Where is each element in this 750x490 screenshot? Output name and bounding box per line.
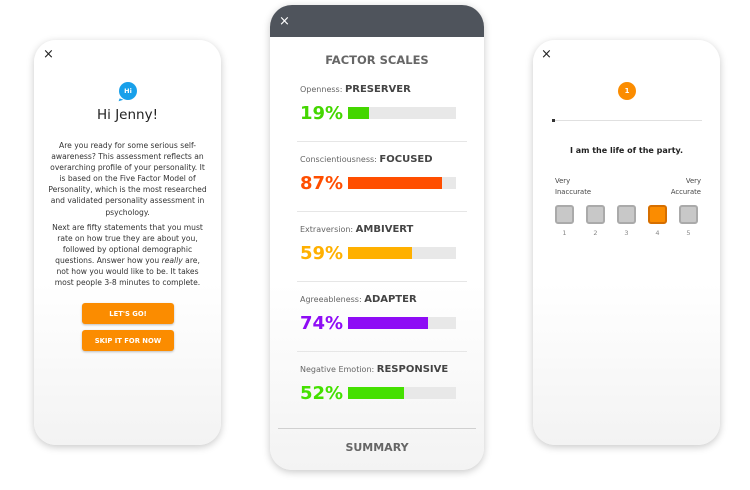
answer-option-1[interactable] (555, 205, 574, 224)
factor-bar (348, 317, 456, 329)
header-bar (270, 5, 484, 37)
right-anchor-label: Very Accurate (670, 177, 701, 196)
answer-option-number: 4 (655, 229, 660, 237)
lets-go-button[interactable]: LET'S GO! (82, 303, 174, 324)
factor-bar (348, 387, 456, 399)
answer-option-2[interactable] (586, 205, 605, 224)
factor-name: Extraversion: (300, 225, 354, 234)
skip-button[interactable]: SKIP IT FOR NOW (82, 330, 174, 351)
factor-type: ADAPTER (364, 294, 417, 305)
intro-screen: × Hi Hi Jenny! Are you ready for some se… (34, 40, 221, 445)
factor-label: Conscientiousness: FOCUSED (300, 154, 433, 165)
divider (297, 141, 467, 142)
factor-bar (348, 107, 456, 119)
left-anchor-label: Very Inaccurate (555, 177, 592, 196)
factor-name: Agreeableness: (300, 295, 362, 304)
factor-bar (348, 247, 456, 259)
page-title: FACTOR SCALES (325, 53, 429, 67)
results-screen: × FACTOR SCALES Openness: PRESERVER 19% … (270, 5, 484, 470)
answer-option-number: 1 (562, 229, 567, 237)
question-number-badge: 1 (618, 82, 636, 100)
answer-option-3[interactable] (617, 205, 636, 224)
factor-row: Negative Emotion: RESPONSIVE 52% (300, 364, 460, 434)
factor-bar-fill (348, 317, 428, 329)
factor-bar-fill (348, 107, 369, 119)
intro-paragraph-1: Are you ready for some serious self-awar… (48, 141, 207, 217)
factor-bar (348, 177, 456, 189)
factor-label: Negative Emotion: RESPONSIVE (300, 364, 448, 375)
summary-tab[interactable]: SUMMARY (278, 428, 476, 454)
factor-percent: 59% (300, 243, 344, 264)
factor-bar-fill (348, 177, 442, 189)
progress-fill (552, 119, 555, 122)
close-icon[interactable]: × (541, 47, 552, 62)
close-icon[interactable]: × (279, 14, 290, 29)
divider (297, 281, 467, 282)
factor-label: Extraversion: AMBIVERT (300, 224, 413, 235)
answer-option-4[interactable] (648, 205, 667, 224)
factor-name: Conscientiousness: (300, 155, 377, 164)
factor-bar-fill (348, 247, 412, 259)
answer-option-number: 5 (686, 229, 691, 237)
answer-option-number: 2 (593, 229, 598, 237)
factor-name: Openness: (300, 85, 343, 94)
factor-row: Extraversion: AMBIVERT 59% (300, 224, 460, 294)
factor-name: Negative Emotion: (300, 365, 375, 374)
greeting: Hi Jenny! (97, 107, 158, 123)
factor-percent: 19% (300, 103, 344, 124)
factor-percent: 52% (300, 383, 344, 404)
factor-row: Agreeableness: ADAPTER 74% (300, 294, 460, 364)
question-text: I am the life of the party. (569, 146, 684, 155)
factor-label: Openness: PRESERVER (300, 84, 411, 95)
factor-type: RESPONSIVE (376, 364, 449, 375)
factor-type: PRESERVER (344, 84, 411, 95)
progress-bar (552, 119, 702, 122)
factor-label: Agreeableness: ADAPTER (300, 294, 417, 305)
factor-row: Conscientiousness: FOCUSED 87% (300, 154, 460, 224)
factor-row: Openness: PRESERVER 19% (300, 84, 460, 154)
hi-chat-icon: Hi (119, 82, 137, 100)
divider (297, 211, 467, 212)
factor-percent: 74% (300, 313, 344, 334)
factor-percent: 87% (300, 173, 344, 194)
factor-bar-fill (348, 387, 405, 399)
answer-option-5[interactable] (679, 205, 698, 224)
question-screen: × 1 I am the life of the party. Very Ina… (533, 40, 720, 445)
factor-type: AMBIVERT (355, 224, 414, 235)
intro-paragraph-2: Next are fifty statements that you must … (52, 223, 203, 288)
answer-option-number: 3 (624, 229, 629, 237)
close-icon[interactable]: × (43, 47, 54, 62)
divider (297, 351, 467, 352)
factor-type: FOCUSED (379, 154, 433, 165)
